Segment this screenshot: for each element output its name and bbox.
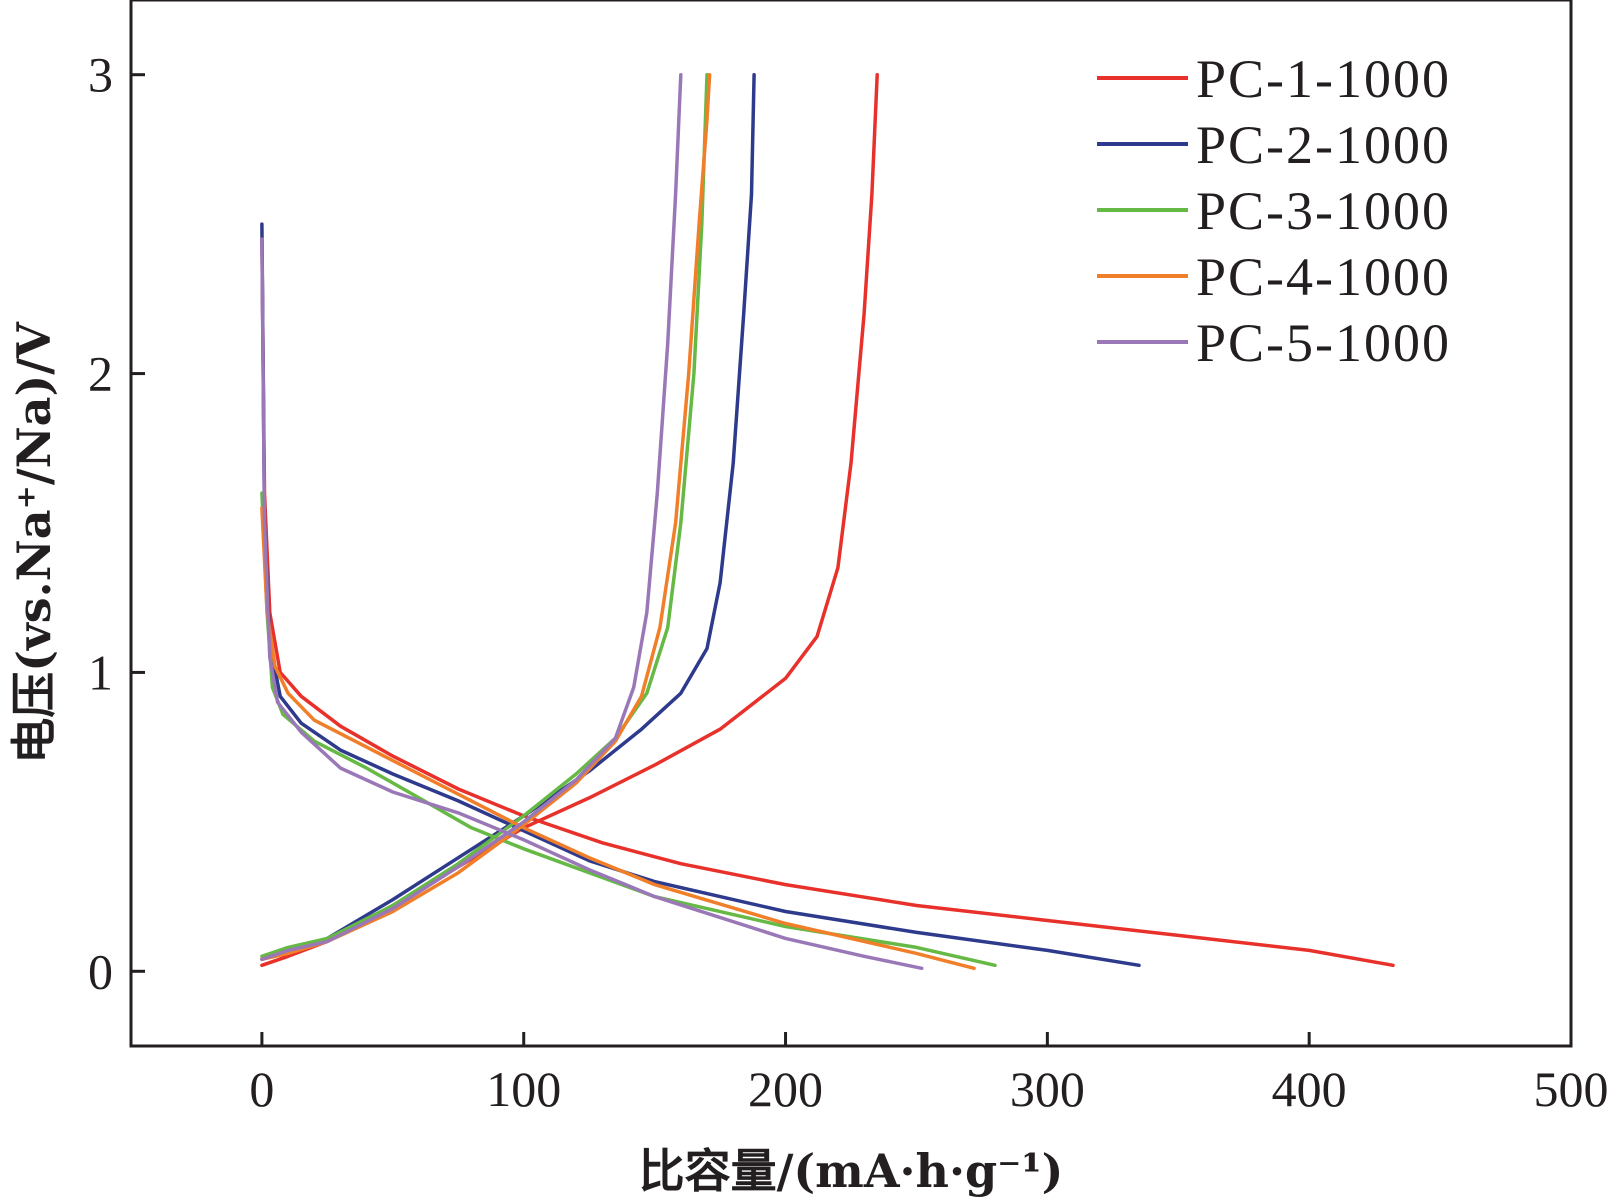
legend-label: PC-5-1000 (1196, 313, 1451, 373)
y-axis-ticks: 0 1 2 3 (88, 47, 145, 999)
legend-label: PC-4-1000 (1196, 247, 1451, 307)
series-line-3-charge (260, 72, 709, 959)
x-tick-label: 0 (249, 1061, 274, 1117)
legend: PC-1-1000PC-2-1000PC-3-1000PC-4-1000PC-5… (1097, 49, 1451, 373)
plot-frame (129, 0, 1573, 1048)
series-line-5-charge (260, 72, 683, 962)
x-tick-label: 200 (748, 1061, 823, 1117)
y-tick-label: 1 (88, 644, 113, 700)
x-tick-label: 300 (1010, 1061, 1085, 1117)
x-tick-label: 500 (1534, 1061, 1609, 1117)
x-tick-label: 100 (486, 1061, 561, 1117)
y-tick-label: 3 (88, 47, 113, 103)
y-tick-label: 2 (88, 346, 113, 402)
legend-label: PC-3-1000 (1196, 181, 1451, 241)
series-line-4-charge (260, 72, 712, 962)
x-axis-title: 比容量/(mA·h·g⁻¹) (639, 1144, 1064, 1198)
series-line-2-discharge (260, 222, 1141, 968)
series-line-4-discharge (260, 506, 976, 971)
x-axis-ticks: 0 100 200 300 400 500 (249, 1032, 1609, 1117)
y-axis-title: 电压(vs.Na⁺/Na)/V (7, 321, 61, 764)
series-layer (260, 72, 1395, 971)
y-tick-label: 0 (88, 943, 113, 999)
series-line-5-discharge (260, 237, 924, 971)
legend-label: PC-2-1000 (1196, 115, 1451, 175)
x-tick-label: 400 (1272, 1061, 1347, 1117)
series-line-2-charge (260, 72, 756, 962)
legend-label: PC-1-1000 (1196, 49, 1451, 109)
series-line-3-discharge (260, 491, 997, 968)
